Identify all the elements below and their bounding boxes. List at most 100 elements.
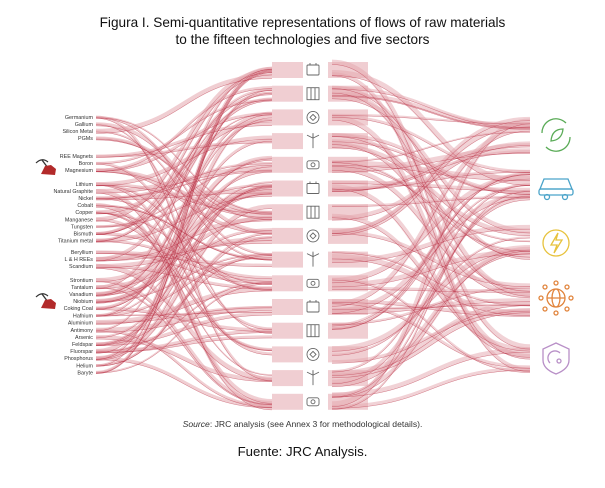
technology-node-in xyxy=(272,227,306,244)
flow-line xyxy=(331,304,531,310)
flow-line xyxy=(331,95,531,129)
flow-band xyxy=(95,91,273,317)
material-label: Lithium xyxy=(76,182,94,188)
flow-band xyxy=(331,172,531,327)
flow-line xyxy=(331,312,531,379)
flow-line xyxy=(95,158,273,310)
technology-node-out xyxy=(328,180,368,197)
flow-line xyxy=(95,282,273,353)
material-label: Boron xyxy=(79,161,93,167)
flow-line xyxy=(95,220,273,352)
flow-band xyxy=(95,66,273,360)
flow-line xyxy=(95,212,273,376)
technology-node-out xyxy=(328,393,368,410)
server-icon xyxy=(303,320,323,341)
flow-line xyxy=(331,96,531,130)
flow-band xyxy=(95,305,273,333)
satellite-icon xyxy=(303,391,323,412)
flow-line xyxy=(331,92,531,297)
material-label: Germanium xyxy=(65,115,94,121)
technology-node-out xyxy=(328,370,368,387)
flow-line xyxy=(331,253,531,388)
technology-node-in xyxy=(272,62,306,78)
flow-line xyxy=(95,164,273,331)
flow-line xyxy=(331,188,531,358)
3d-printing-icon xyxy=(303,225,323,246)
source-note-text: : JRC analysis (see Annex 3 for methodol… xyxy=(209,419,423,429)
flow-line xyxy=(331,197,531,207)
material-label: Tungsten xyxy=(71,224,93,230)
material-label: Bismuth xyxy=(74,231,93,237)
flow-line xyxy=(95,307,273,324)
figure-footer: Fuente: JRC Analysis. xyxy=(237,444,368,459)
flow-band xyxy=(95,282,273,374)
flow-line xyxy=(95,140,273,310)
flow-band xyxy=(95,211,273,376)
material-label: Helium xyxy=(76,363,93,369)
defence-space-icon xyxy=(534,338,578,378)
wind-turbine-icon xyxy=(303,131,323,152)
flow-line xyxy=(95,283,273,374)
flow-line xyxy=(95,171,273,304)
material-label: Antimony xyxy=(71,328,94,334)
flow-line xyxy=(331,369,531,409)
flow-band xyxy=(331,116,531,234)
flow-line xyxy=(331,303,531,369)
material-label: Scandium xyxy=(69,264,93,270)
flow-line xyxy=(331,75,531,372)
flow-line xyxy=(331,287,531,326)
flow-line xyxy=(331,147,531,237)
flow-line xyxy=(95,193,273,303)
flow-line xyxy=(331,199,531,385)
material-label: Silicon Metal xyxy=(62,129,93,135)
flow-band xyxy=(95,280,273,352)
flow-band xyxy=(95,86,273,172)
flow-line xyxy=(331,88,531,260)
flow-band xyxy=(95,135,273,186)
electric-mobility-icon xyxy=(534,165,578,205)
battery-icon xyxy=(303,60,323,80)
robot-arm-icon xyxy=(303,368,323,389)
flow-line xyxy=(95,121,273,215)
flow-line xyxy=(331,310,531,364)
material-label: Tantalum xyxy=(71,285,93,291)
material-label: Aluminium xyxy=(68,320,94,326)
technology-node-in xyxy=(272,299,306,315)
flow-band xyxy=(331,246,531,398)
flow-line xyxy=(95,338,273,383)
technology-node-out xyxy=(328,204,368,221)
material-label: Cobalt xyxy=(77,203,93,209)
material-label: Natural Graphite xyxy=(53,189,93,195)
flow-line xyxy=(331,141,531,195)
flow-line xyxy=(95,124,273,334)
source-note: Source: JRC analysis (see Annex 3 for me… xyxy=(0,419,605,429)
flow-band xyxy=(331,347,531,398)
flow-line xyxy=(331,301,531,315)
technology-node-in xyxy=(272,393,306,410)
flow-line xyxy=(95,212,273,351)
flow-line xyxy=(95,182,273,317)
flow-band xyxy=(331,300,531,376)
flow-line xyxy=(95,220,273,262)
flow-line xyxy=(95,70,273,367)
flow-line xyxy=(331,279,531,373)
flow-line xyxy=(95,139,273,187)
flow-line xyxy=(95,100,273,165)
technology-node-out xyxy=(328,109,368,126)
flow-line xyxy=(95,117,273,256)
material-label: Magnesium xyxy=(65,168,93,174)
sector-icons xyxy=(534,115,578,378)
flow-line xyxy=(95,253,273,268)
flow-line xyxy=(95,72,273,374)
flow-line xyxy=(95,93,273,317)
flow-line xyxy=(95,257,273,317)
material-label: Titanium metal xyxy=(58,238,93,244)
flow-line xyxy=(95,287,273,406)
flow-line xyxy=(95,359,273,409)
motor-icon xyxy=(303,154,323,175)
technology-node-out xyxy=(328,275,368,292)
flow-line xyxy=(331,174,531,327)
material-label: Coking Coal xyxy=(64,306,93,312)
flow-line xyxy=(95,171,273,199)
material-label: L & H REEs xyxy=(64,257,93,263)
